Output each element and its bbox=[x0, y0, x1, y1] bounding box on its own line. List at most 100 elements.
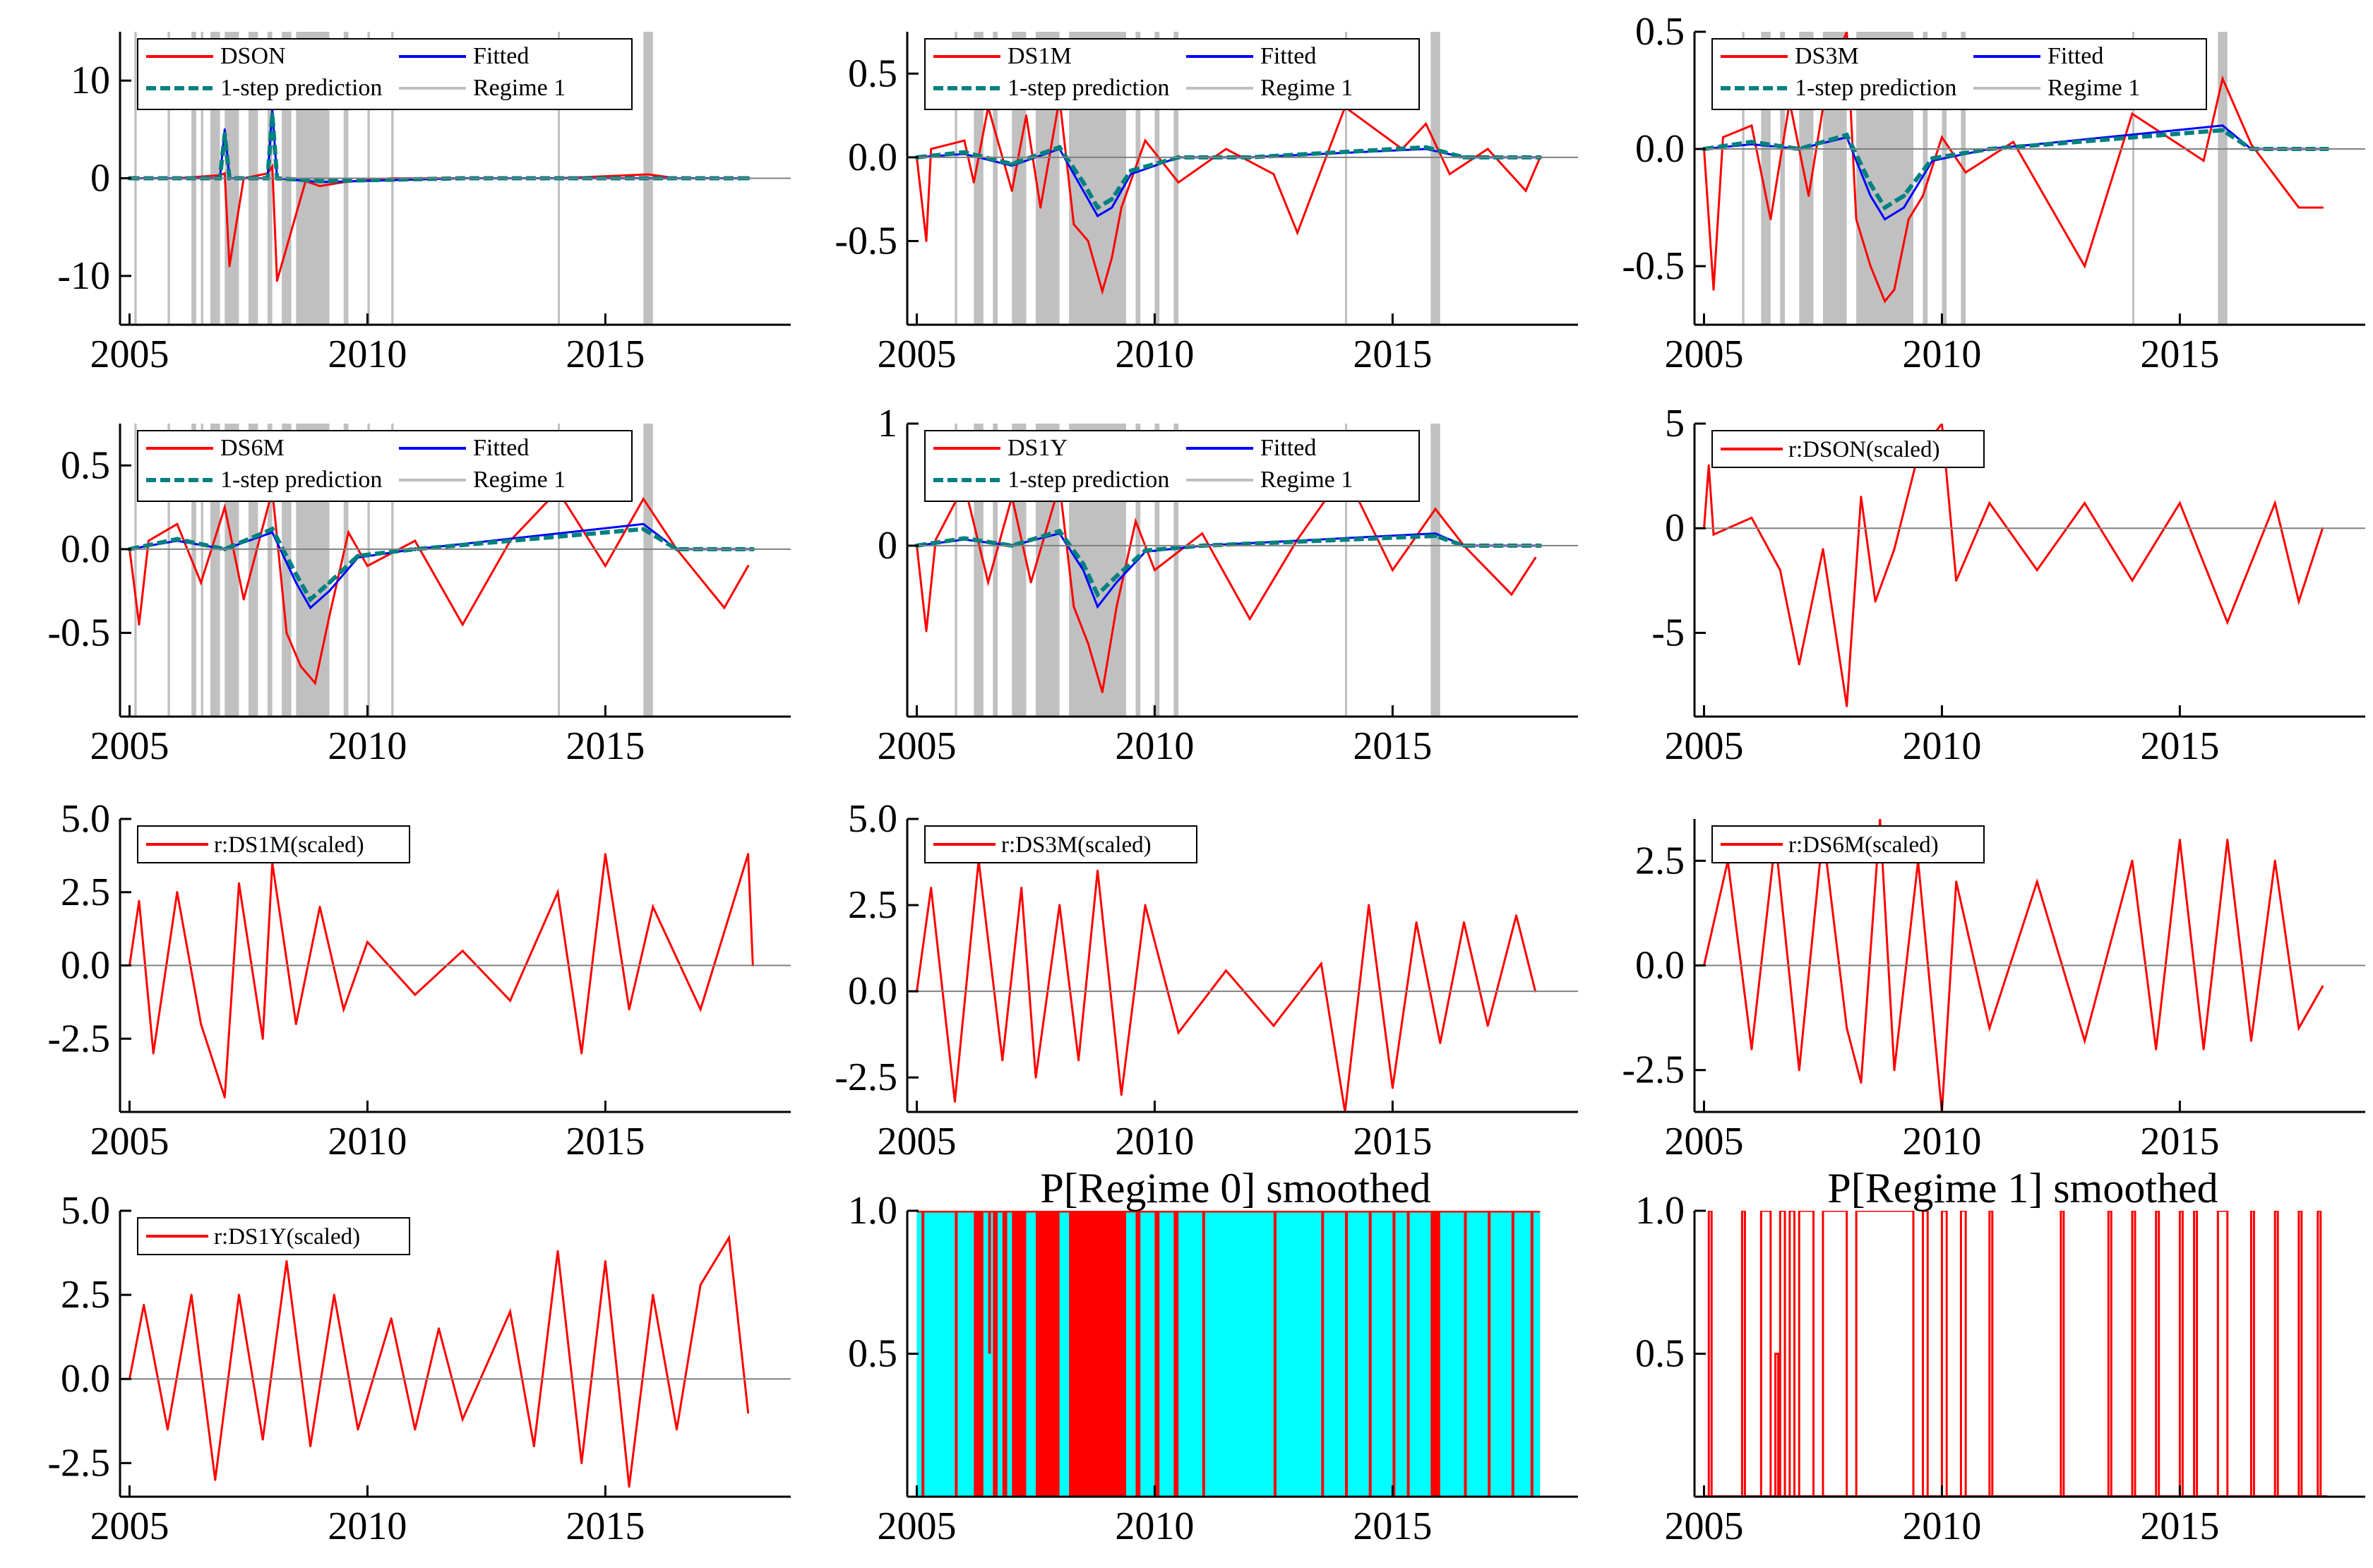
x-tick-label: 2010 bbox=[328, 724, 407, 768]
data-point bbox=[318, 185, 321, 188]
y-tick-label: 2.5 bbox=[61, 1273, 110, 1317]
regime-shade bbox=[955, 424, 957, 717]
data-point bbox=[747, 565, 750, 568]
regime-shade bbox=[1154, 32, 1160, 325]
y-tick-label: 0 bbox=[1665, 506, 1685, 550]
legend-box bbox=[137, 430, 633, 502]
x-tick-label: 2015 bbox=[566, 1120, 645, 1163]
y-tick-label: 5.0 bbox=[848, 797, 897, 841]
legend-box bbox=[924, 430, 1420, 502]
probability-spike bbox=[2060, 1211, 2065, 1497]
regime-shade bbox=[955, 32, 957, 325]
data-point bbox=[1486, 148, 1489, 150]
data-point bbox=[1248, 618, 1251, 621]
data-point bbox=[271, 531, 274, 534]
y-tick-label: 0.0 bbox=[1635, 127, 1685, 171]
data-point bbox=[1884, 300, 1887, 303]
data-point bbox=[1225, 148, 1228, 150]
data-point bbox=[1029, 581, 1032, 584]
data-point bbox=[1081, 561, 1086, 566]
data-point bbox=[2178, 839, 2181, 842]
data-point bbox=[1879, 819, 1882, 820]
data-point bbox=[166, 1428, 169, 1431]
probability-dip bbox=[1069, 1211, 1126, 1497]
data-point bbox=[2131, 579, 2134, 582]
probability-spike bbox=[1798, 1211, 1815, 1497]
data-point bbox=[1893, 1069, 1896, 1072]
data-point bbox=[647, 173, 650, 176]
y-tick-label: 5.0 bbox=[61, 797, 110, 841]
data-point bbox=[1988, 1027, 1991, 1029]
data-point bbox=[461, 623, 464, 626]
legend-label: r:DS1Y(scaled) bbox=[214, 1224, 360, 1250]
data-point bbox=[285, 631, 288, 634]
regime-shade bbox=[1430, 32, 1440, 325]
data-point bbox=[1779, 569, 1781, 571]
regime-shade bbox=[1923, 32, 1928, 325]
probability-dip bbox=[1002, 1211, 1008, 1497]
data-point bbox=[1296, 232, 1299, 234]
regime-shade bbox=[134, 424, 137, 717]
regime-shade bbox=[1173, 424, 1179, 717]
data-point bbox=[1082, 189, 1084, 192]
probability-spike bbox=[2273, 1211, 2279, 1497]
data-point bbox=[222, 132, 227, 137]
panel-r_ds6m: 2.5 0.0 -2.5 2005 2010 2015 r:DS6M(scaled) bbox=[1622, 819, 2365, 1163]
probability-spike bbox=[2193, 1211, 2199, 1497]
data-point bbox=[1940, 424, 1943, 425]
regime-shade bbox=[1742, 32, 1745, 325]
data-point bbox=[1860, 1082, 1863, 1084]
data-point bbox=[223, 1096, 226, 1099]
data-point bbox=[190, 1293, 193, 1296]
data-point bbox=[1144, 139, 1147, 142]
data-point bbox=[699, 1008, 702, 1011]
legend-label: Regime 1 bbox=[1260, 467, 1353, 493]
data-point bbox=[953, 1100, 956, 1103]
y-tick-label: 5.0 bbox=[61, 1189, 110, 1233]
x-tick-label: 2005 bbox=[90, 724, 169, 768]
y-tick-label: 0.0 bbox=[848, 136, 897, 179]
probability-dip bbox=[1488, 1211, 1491, 1497]
x-tick-label: 2015 bbox=[1353, 724, 1432, 768]
regime-shade bbox=[1154, 424, 1160, 717]
y-tick-label: 0.5 bbox=[848, 1332, 897, 1376]
data-point bbox=[1434, 508, 1437, 510]
data-point bbox=[2321, 206, 2324, 209]
data-point bbox=[962, 536, 967, 541]
data-point bbox=[174, 537, 179, 541]
data-point bbox=[1462, 921, 1465, 923]
data-point bbox=[366, 565, 369, 568]
data-point bbox=[2273, 859, 2276, 862]
data-point bbox=[333, 1293, 335, 1296]
plot-area bbox=[128, 1234, 750, 1488]
x-tick-label: 2010 bbox=[1115, 1504, 1194, 1548]
data-point bbox=[1769, 218, 1772, 221]
data-point bbox=[2220, 128, 2225, 133]
x-tick-label: 2010 bbox=[1115, 724, 1194, 768]
x-tick-label: 2010 bbox=[1115, 333, 1194, 376]
data-point bbox=[642, 498, 645, 501]
probability-dip bbox=[1392, 1211, 1396, 1497]
probability-spike bbox=[1779, 1211, 1786, 1497]
data-point bbox=[1893, 288, 1896, 291]
legend-label: Fitted bbox=[473, 43, 529, 69]
regime-shade bbox=[558, 424, 560, 717]
y-tick-label: 1.0 bbox=[848, 1189, 897, 1233]
data-point bbox=[271, 165, 274, 168]
x-tick-label: 2015 bbox=[1353, 1120, 1432, 1163]
probability-dip bbox=[1273, 1211, 1277, 1497]
data-point bbox=[604, 565, 606, 568]
legend-label: Fitted bbox=[473, 435, 529, 461]
data-point bbox=[1096, 605, 1099, 608]
data-point bbox=[1020, 887, 1023, 890]
data-point bbox=[1846, 1027, 1848, 1029]
plot-area bbox=[1704, 1211, 2328, 1497]
data-point bbox=[1010, 189, 1013, 192]
probability-spike bbox=[1788, 1211, 1796, 1497]
probability-spike bbox=[2317, 1211, 2322, 1497]
data-point bbox=[366, 940, 369, 943]
data-point bbox=[2226, 839, 2229, 842]
data-point bbox=[628, 1485, 630, 1488]
data-point bbox=[1750, 516, 1753, 519]
